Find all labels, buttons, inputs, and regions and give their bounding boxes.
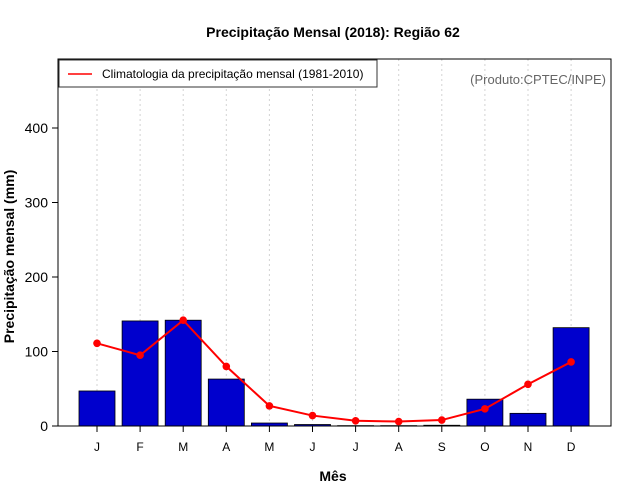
- x-axis-label: Mês: [319, 468, 346, 484]
- bar-n-11: [509, 412, 547, 427]
- y-tick-label: 300: [25, 195, 49, 211]
- bars-group: [78, 319, 590, 427]
- x-tick-label: N: [524, 440, 533, 454]
- x-tick-label: M: [178, 440, 188, 454]
- legend: Climatologia da precipitação mensal (198…: [58, 59, 378, 88]
- bar-a-4: [207, 378, 245, 427]
- climatology-line-group: [93, 316, 575, 426]
- climatology-point-7: [351, 416, 360, 425]
- legend-entry-climatology: Climatologia da precipitação mensal (198…: [102, 67, 363, 81]
- y-axis: 0 100 200 300 400: [25, 120, 59, 434]
- climatology-point-9: [438, 416, 446, 424]
- climatology-point-1: [93, 339, 101, 348]
- y-tick-label: 400: [25, 120, 49, 136]
- climatology-point-6: [308, 411, 317, 420]
- y-axis-label: Precipitação mensal (mm): [1, 170, 17, 344]
- x-tick-label: J: [94, 440, 100, 454]
- x-tick-label: S: [438, 440, 446, 454]
- x-tick-label: O: [480, 440, 489, 454]
- x-tick-label: J: [310, 440, 316, 454]
- legend-box: [58, 59, 378, 88]
- x-tick-label: A: [395, 440, 403, 454]
- y-tick-label: 200: [25, 269, 49, 285]
- y-tick-label: 0: [40, 418, 48, 434]
- climatology-line: [96, 318, 572, 423]
- x-tick-label: F: [136, 440, 143, 454]
- climatology-point-12: [567, 358, 575, 366]
- climatology-point-3: [179, 316, 187, 325]
- bar-f-2: [121, 320, 159, 427]
- product-credit: (Produto:CPTEC/INPE): [470, 72, 606, 87]
- bar-j-1: [78, 390, 116, 427]
- climatology-point-4: [222, 362, 231, 371]
- climatology-point-11: [524, 380, 532, 389]
- x-tick-label: M: [264, 440, 274, 454]
- x-tick-label: D: [567, 440, 576, 454]
- climatology-point-8: [394, 417, 403, 426]
- climatology-point-5: [265, 402, 274, 410]
- climatology-point-2: [136, 351, 144, 360]
- bar-m-3: [164, 319, 202, 427]
- chart-title: Precipitação Mensal (2018): Região 62: [206, 24, 460, 40]
- bar-d-12: [552, 327, 590, 427]
- y-tick-label: 100: [25, 344, 49, 360]
- climatology-point-10: [481, 405, 489, 413]
- x-tick-label: A: [222, 440, 230, 454]
- x-tick-label: J: [353, 440, 359, 454]
